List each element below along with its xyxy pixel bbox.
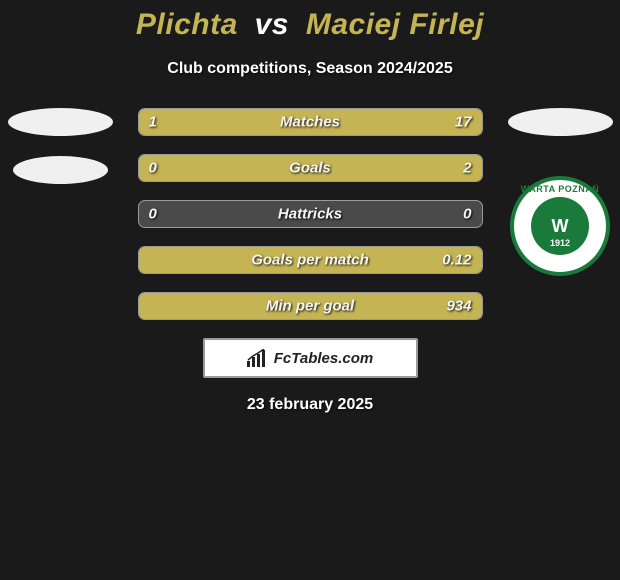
vs-label: vs xyxy=(255,8,289,41)
player2-badges: WARTA POZNAŃ W 1912 xyxy=(505,108,615,276)
player1-badges xyxy=(5,108,115,184)
brand-text: FcTables.com xyxy=(274,350,373,367)
stat-value-right: 2 xyxy=(463,160,471,177)
stat-label: Goals xyxy=(289,160,331,177)
placeholder-badge-icon xyxy=(8,108,113,136)
subtitle: Club competitions, Season 2024/2025 xyxy=(0,60,620,78)
stat-value-right: 17 xyxy=(455,114,472,131)
stat-value-right: 0.12 xyxy=(442,252,471,269)
club-badge-warta: WARTA POZNAŃ W 1912 xyxy=(510,176,610,276)
player2-name: Maciej Firlej xyxy=(306,8,484,41)
club-name-label: WARTA POZNAŃ xyxy=(521,184,600,194)
stat-row: 0 0 Hattricks xyxy=(138,200,483,228)
bars-icon xyxy=(247,349,269,367)
stat-value-right: 0 xyxy=(463,206,471,223)
stat-label: Min per goal xyxy=(266,298,354,315)
placeholder-badge-icon xyxy=(508,108,613,136)
stat-label: Matches xyxy=(280,114,340,131)
stat-row: 0 2 Goals xyxy=(138,154,483,182)
footer-date: 23 february 2025 xyxy=(0,396,620,414)
stat-value-left: 0 xyxy=(149,160,157,177)
stat-label: Hattricks xyxy=(278,206,342,223)
club-letter: W xyxy=(552,216,569,237)
stat-row: 1 17 Matches xyxy=(138,108,483,136)
stat-value-right: 934 xyxy=(446,298,471,315)
brand-box[interactable]: FcTables.com xyxy=(203,338,418,378)
page-title: Plichta vs Maciej Firlej xyxy=(0,8,620,42)
club-badge-inner: W 1912 xyxy=(531,197,589,255)
stat-row: 0.12 Goals per match xyxy=(138,246,483,274)
stats-list: 1 17 Matches 0 2 Goals 0 0 Hattricks 0.12 Goals pe… xyxy=(138,108,483,320)
stat-value-left: 0 xyxy=(149,206,157,223)
club-year: 1912 xyxy=(550,238,570,248)
stat-value-left: 1 xyxy=(149,114,157,131)
player1-name: Plichta xyxy=(136,8,238,41)
stat-label: Goals per match xyxy=(251,252,369,269)
header: Plichta vs Maciej Firlej Club competitio… xyxy=(0,0,620,78)
stat-row: 934 Min per goal xyxy=(138,292,483,320)
content-area: WARTA POZNAŃ W 1912 1 17 Matches 0 2 Goals 0 0 H… xyxy=(0,108,620,414)
placeholder-badge-icon xyxy=(13,156,108,184)
